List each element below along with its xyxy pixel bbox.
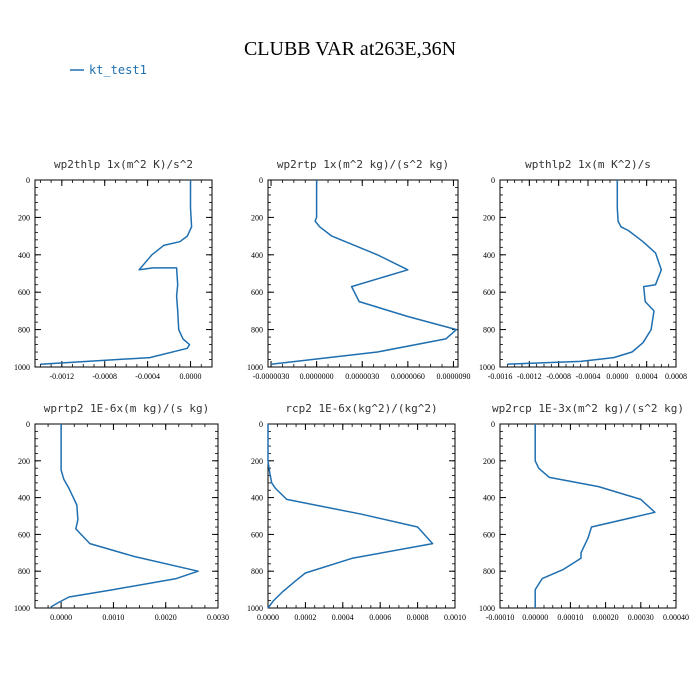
x-tick-label: 0.0000 <box>50 613 72 622</box>
x-tick-label: 0.0000000 <box>300 372 334 381</box>
y-tick-label: 1000 <box>247 363 263 372</box>
y-tick-label: 200 <box>251 457 263 466</box>
y-tick-label: 200 <box>251 213 263 222</box>
x-tick-label: 0.0006 <box>369 613 391 622</box>
legend: kt_test1 <box>70 63 147 77</box>
y-tick-label: 1000 <box>14 363 30 372</box>
chart-panel-6: wp2rcp 1E-3x(m^2 kg)/(s^2 kg) 0 200 400 600 8… <box>479 402 689 622</box>
y-tick-label: 400 <box>483 251 495 260</box>
x-tick-label: 0.0008 <box>407 613 429 622</box>
series-line-1 <box>50 424 199 608</box>
panel-title: wp2rcp 1E-3x(m^2 kg)/(s^2 kg) <box>492 402 684 415</box>
series-line-1 <box>507 180 663 365</box>
x-tick-label: -0.0008 <box>92 372 117 381</box>
chart-panel-2: wp2rtp 1x(m^2 kg)/(s^2 kg) 0 200 400 600 800 1… <box>247 158 470 381</box>
y-tick-label: 800 <box>18 326 30 335</box>
x-tick-label: 0.0010 <box>102 613 124 622</box>
chart-panel-5: rcp2 1E-6x(kg^2)/(kg^2) 0 200 400 600 800 1000… <box>247 402 466 622</box>
y-tick-label: 1000 <box>479 604 495 613</box>
x-tick-label: -0.00010 <box>486 613 515 622</box>
plot-frame <box>34 423 219 609</box>
y-tick-label: 800 <box>18 567 30 576</box>
plot-frame <box>34 179 213 368</box>
y-tick-label: 800 <box>483 326 495 335</box>
x-tick-label: 0.0030 <box>207 613 229 622</box>
y-tick-label: 600 <box>18 288 30 297</box>
y-tick-label: 800 <box>251 567 263 576</box>
figure-title: CLUBB VAR at263E,36N <box>244 38 456 60</box>
x-tick-label: 0.0000 <box>257 613 279 622</box>
panel-title: wpthlp2 1x(m K^2)/s <box>525 158 651 171</box>
y-tick-label: 0 <box>26 420 30 429</box>
x-tick-label: -0.0016 <box>488 372 513 381</box>
chart-panel-4: wprtp2 1E-6x(m kg)/(s kg) 0 200 400 600 800 10… <box>14 402 229 622</box>
x-tick-label: 0.0000060 <box>391 372 425 381</box>
x-tick-label: 0.0000090 <box>436 372 470 381</box>
x-tick-label: 0.0004 <box>332 613 354 622</box>
y-tick-label: 0 <box>259 420 263 429</box>
x-tick-label: -0.0000030 <box>253 372 290 381</box>
x-tick-label: 0.0000030 <box>345 372 379 381</box>
y-tick-label: 0 <box>259 176 263 185</box>
panel-title: wp2rtp 1x(m^2 kg)/(s^2 kg) <box>277 158 449 171</box>
legend-label-kt-test1: kt_test1 <box>89 63 147 77</box>
x-tick-label: -0.0012 <box>517 372 542 381</box>
x-tick-label: 0.0004 <box>636 372 658 381</box>
chart-panel-3: wpthlp2 1x(m K^2)/s02004006008001000-0.0… <box>479 158 687 381</box>
y-tick-label: 800 <box>483 567 495 576</box>
y-tick-label: 0 <box>491 176 495 185</box>
y-tick-label: 400 <box>18 251 30 260</box>
x-tick-label: -0.0012 <box>49 372 74 381</box>
x-tick-label: 0.0002 <box>294 613 316 622</box>
x-tick-label: -0.0008 <box>546 372 571 381</box>
y-tick-label: 600 <box>251 530 263 539</box>
y-tick-label: 1000 <box>247 604 263 613</box>
y-tick-label: 200 <box>18 457 30 466</box>
chart-panel-1: wp2thlp 1x(m^2 K)/s^2 0 200 400 600 800 1000 -0… <box>14 158 213 381</box>
panel-title: rcp2 1E-6x(kg^2)/(kg^2) <box>285 402 437 415</box>
x-tick-label: 0.0008 <box>665 372 687 381</box>
plot-frame <box>499 179 677 368</box>
y-tick-label: 600 <box>18 530 30 539</box>
series-line-1 <box>267 424 434 609</box>
y-tick-label: 400 <box>251 251 263 260</box>
x-tick-label: -0.0004 <box>135 372 160 381</box>
y-tick-label: 600 <box>251 288 263 297</box>
y-tick-label: 600 <box>483 288 495 297</box>
series-line-1 <box>270 180 458 365</box>
plot-frame <box>267 179 459 368</box>
y-tick-label: 200 <box>483 213 495 222</box>
x-tick-label: 0.00000 <box>522 613 548 622</box>
x-tick-label: 0.0000 <box>606 372 628 381</box>
y-tick-label: 200 <box>18 213 30 222</box>
x-tick-label: 0.00010 <box>557 613 583 622</box>
y-tick-label: 800 <box>251 326 263 335</box>
series-line-1 <box>534 424 656 608</box>
x-tick-label: 0.0020 <box>155 613 177 622</box>
y-tick-label: 400 <box>483 494 495 503</box>
x-tick-label: 0.00030 <box>628 613 654 622</box>
panel-title: wprtp2 1E-6x(m kg)/(s kg) <box>44 402 210 415</box>
y-tick-label: 200 <box>483 457 495 466</box>
plot-frame <box>499 423 677 609</box>
x-tick-label: 0.0010 <box>444 613 466 622</box>
x-tick-label: 0.00020 <box>593 613 619 622</box>
y-tick-label: 1000 <box>479 363 495 372</box>
x-tick-label: 0.0000 <box>180 372 202 381</box>
x-tick-label: 0.00040 <box>663 613 689 622</box>
y-tick-label: 0 <box>491 420 495 429</box>
x-tick-label: -0.0004 <box>576 372 601 381</box>
panel-grid: wp2thlp 1x(m^2 K)/s^202004006008001000-0… <box>14 158 689 622</box>
series-line-1 <box>40 180 193 365</box>
y-tick-label: 1000 <box>14 604 30 613</box>
panel-title: wp2thlp 1x(m^2 K)/s^2 <box>54 158 193 171</box>
y-tick-label: 400 <box>18 494 30 503</box>
y-tick-label: 600 <box>483 530 495 539</box>
y-tick-label: 400 <box>251 494 263 503</box>
y-tick-label: 0 <box>26 176 30 185</box>
